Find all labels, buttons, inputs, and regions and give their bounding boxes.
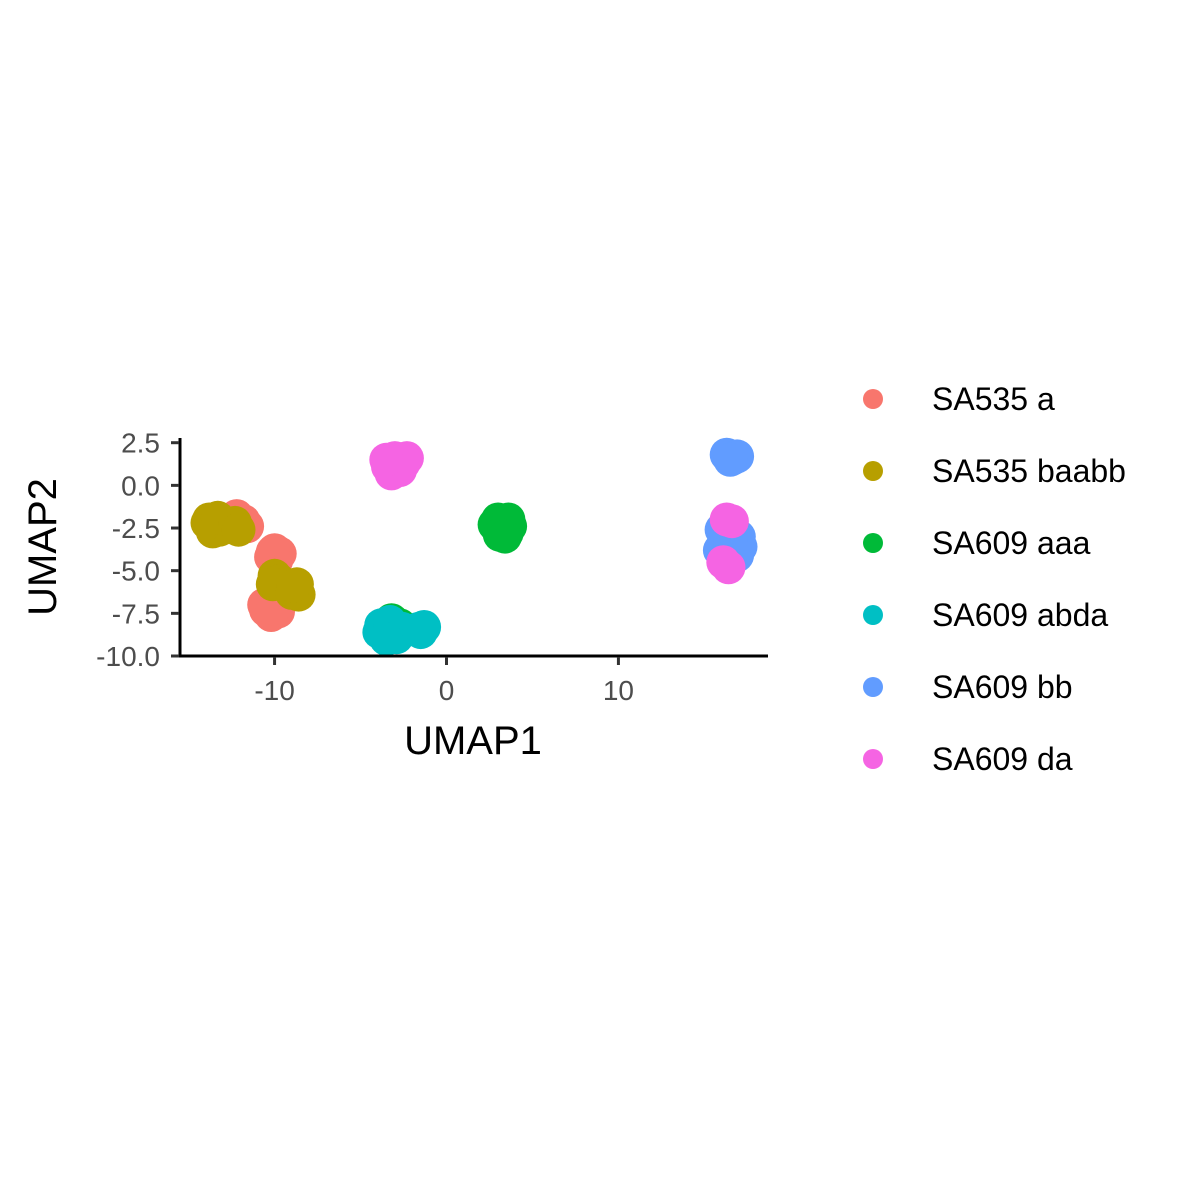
y-tick-label: -2.5 [112,513,160,544]
y-tick-label: 0.0 [121,470,160,501]
legend-item: SA609 da [863,741,1073,777]
y-axis-title: UMAP2 [21,478,65,616]
data-point [369,621,404,656]
legend-item: SA609 abda [863,597,1108,633]
x-tick-label: 10 [603,675,634,706]
y-tick-label: 2.5 [121,428,160,459]
data-point [714,504,749,539]
x-tick-label: 0 [439,675,455,706]
legend-item: SA535 baabb [863,453,1126,489]
legend-label: SA609 bb [932,669,1073,705]
legend-item: SA609 bb [863,669,1073,705]
legend-label: SA609 da [932,741,1073,777]
legend-key [863,461,883,481]
series-sa609-da [369,441,749,585]
data-point [487,519,522,554]
legend-label: SA609 aaa [932,525,1091,561]
points-layer [190,437,758,656]
data-point [221,512,256,547]
legend-key [863,533,883,553]
legend-label: SA535 a [932,381,1055,417]
plot-panel: -10 0 10 2.5 0.0 -2.5 -5.0 -7.5 -10.0 [96,428,768,706]
legend-item: SA535 a [863,381,1055,417]
data-point [713,442,748,477]
legend-label: SA609 abda [932,597,1108,633]
legend-key [863,605,883,625]
legend-label: SA535 baabb [932,453,1126,489]
legend-key [863,749,883,769]
data-point [276,569,311,603]
legend: SA535 a SA535 baabb SA609 aaa SA609 abda SA6… [863,381,1126,777]
legend-item: SA609 aaa [863,525,1091,561]
x-axis-title: UMAP1 [404,719,542,763]
y-tick-label: -10.0 [96,641,160,672]
y-axis-ticks: 2.5 0.0 -2.5 -5.0 -7.5 -10.0 [96,428,179,672]
legend-key [863,389,883,409]
data-point [711,550,746,585]
x-tick-label: -10 [254,675,294,706]
data-point [403,615,438,650]
series-sa535-baabb [190,500,316,612]
y-tick-label: -7.5 [112,598,160,629]
series-sa609-abda [362,604,442,656]
data-point [369,442,404,477]
x-axis-ticks: -10 0 10 [254,657,634,706]
y-tick-label: -5.0 [112,556,160,587]
legend-key [863,677,883,697]
